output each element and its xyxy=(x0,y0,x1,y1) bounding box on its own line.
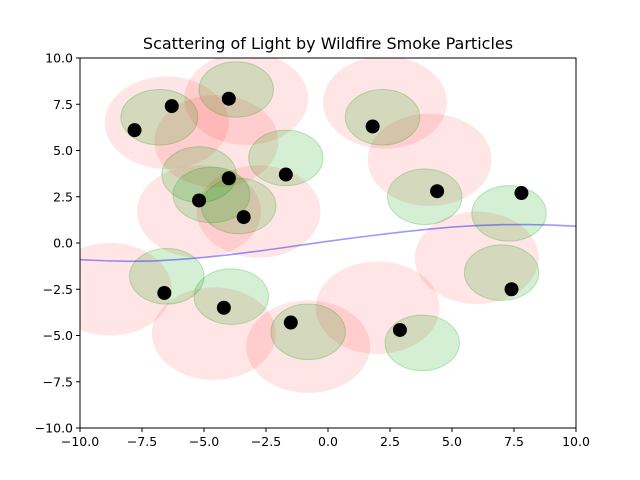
x-tick-label-4: 0.0 xyxy=(318,434,338,449)
x-tick-label-3: −2.5 xyxy=(251,434,281,449)
x-tick-label-8: 10.0 xyxy=(562,434,590,449)
y-tick-label-8: 10.0 xyxy=(45,51,73,66)
particle-layer xyxy=(127,91,529,337)
x-tick-label-2: −5.0 xyxy=(189,434,219,449)
red-scatter-halo-2 xyxy=(323,58,448,149)
green-scatter-halo-9 xyxy=(129,248,205,305)
y-tick-label-0: −10.0 xyxy=(35,421,73,436)
smoke-particle-9 xyxy=(514,186,529,201)
smoke-particle-13 xyxy=(392,322,407,337)
smoke-particle-2 xyxy=(221,91,236,106)
y-tick-label-3: −2.5 xyxy=(43,282,73,297)
red-scatter-halo-3 xyxy=(154,95,279,188)
red-scatter-halo-10 xyxy=(246,300,371,393)
red-halo-layer xyxy=(80,58,539,393)
x-tick-label-5: 2.5 xyxy=(380,434,400,449)
green-scatter-halo-8 xyxy=(471,185,547,242)
x-axis: −10.0 −7.5 −5.0 −2.5 0.0 2.5 5.0 7.5 10.0 xyxy=(61,428,590,449)
green-scatter-halo-12 xyxy=(384,314,460,372)
smoke-particle-10 xyxy=(157,285,172,300)
x-tick-label-6: 5.0 xyxy=(442,434,462,449)
red-scatter-halo-6 xyxy=(196,165,321,258)
red-scatter-halo-1 xyxy=(184,58,309,145)
y-tick-label-2: −5.0 xyxy=(43,328,73,343)
green-scatter-halo-10 xyxy=(193,268,269,325)
x-tick-label-1: −7.5 xyxy=(127,434,157,449)
red-scatter-halo-5 xyxy=(137,165,262,258)
green-scatter-halo-1 xyxy=(198,61,274,118)
x-tick-label-0: −10.0 xyxy=(61,434,99,449)
red-scatter-halo-8 xyxy=(80,243,172,336)
plot-area xyxy=(80,58,576,393)
smoke-particle-7 xyxy=(236,210,251,225)
smoke-particle-1 xyxy=(164,99,179,114)
smoke-particle-12 xyxy=(283,315,298,330)
red-scatter-halo-11 xyxy=(315,261,440,354)
y-tick-label-1: −7.5 xyxy=(43,374,73,389)
light-ray-layer xyxy=(80,223,576,263)
smoke-particle-14 xyxy=(504,282,519,297)
y-tick-label-6: 5.0 xyxy=(53,143,73,158)
green-halo-layer xyxy=(120,61,547,372)
red-scatter-halo-7 xyxy=(414,211,539,305)
green-scatter-halo-2 xyxy=(344,88,421,146)
light-ray-line xyxy=(80,223,576,263)
y-tick-label-5: 2.5 xyxy=(53,189,73,204)
smoke-particle-4 xyxy=(278,167,293,182)
green-scatter-halo-3 xyxy=(248,129,324,187)
y-tick-label-7: 7.5 xyxy=(53,97,73,112)
y-axis: −10.0 −7.5 −5.0 −2.5 0.0 2.5 5.0 7.5 10.0 xyxy=(35,51,80,436)
green-scatter-halo-11 xyxy=(270,303,346,361)
green-scatter-halo-7 xyxy=(387,168,463,225)
smoke-particle-11 xyxy=(216,300,231,315)
red-scatter-halo-9 xyxy=(151,287,276,380)
red-scatter-halo-4 xyxy=(367,113,492,206)
smoke-particle-5 xyxy=(221,171,236,186)
chart-title: Scattering of Light by Wildfire Smoke Pa… xyxy=(143,34,513,53)
y-tick-label-4: 0.0 xyxy=(53,236,73,251)
smoke-particle-8 xyxy=(430,184,445,199)
smoke-particle-6 xyxy=(192,193,207,208)
green-scatter-halo-13 xyxy=(463,244,540,301)
red-scatter-halo-0 xyxy=(104,76,229,169)
smoke-particle-3 xyxy=(365,119,380,134)
x-tick-label-7: 7.5 xyxy=(504,434,524,449)
green-scatter-halo-6 xyxy=(201,177,277,235)
smoke-particle-0 xyxy=(127,123,142,138)
